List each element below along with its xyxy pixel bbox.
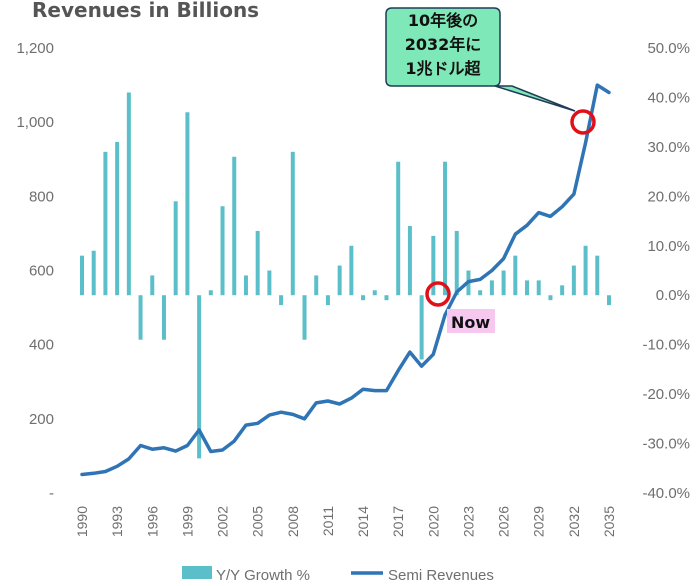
- growth-bar: [454, 230, 459, 296]
- growth-bar: [419, 295, 424, 360]
- growth-bar: [103, 151, 108, 296]
- y-right-tick-label: 50.0%: [647, 40, 690, 57]
- x-tick-label: 2035: [601, 506, 617, 537]
- y-right-tick-label: -10.0%: [642, 337, 690, 354]
- y-right-tick-label: -20.0%: [642, 386, 690, 403]
- growth-bar: [220, 206, 225, 296]
- legend-label-revenue: Semi Revenues: [388, 567, 494, 584]
- now-label-highlight: [447, 309, 495, 333]
- growth-bar: [501, 270, 506, 296]
- x-tick-label: 2020: [425, 506, 441, 537]
- growth-bar: [185, 112, 190, 296]
- growth-bar: [396, 161, 401, 296]
- growth-bar: [197, 295, 202, 459]
- growth-bar: [80, 255, 84, 296]
- growth-bar: [232, 156, 237, 296]
- x-tick-label: 2017: [390, 506, 406, 537]
- growth-bar: [571, 265, 576, 296]
- growth-bar: [243, 275, 248, 296]
- x-tick-label: 2011: [320, 506, 336, 536]
- growth-bar: [173, 201, 178, 296]
- growth-bar: [431, 235, 436, 296]
- growth-bar: [150, 275, 155, 296]
- x-tick-label: 2002: [215, 506, 231, 537]
- growth-bar: [115, 141, 120, 296]
- y-right-tick-label: 40.0%: [647, 89, 690, 106]
- growth-bar: [279, 295, 284, 306]
- growth-bar: [161, 295, 166, 340]
- y-left-tick-label: 600: [29, 263, 54, 280]
- growth-bar: [255, 230, 260, 296]
- callout-line-1: 10年後の: [408, 11, 478, 30]
- y-left-tick-label: 800: [29, 188, 54, 205]
- now-marker: [425, 281, 451, 307]
- y-axis-left: - 200 400 600 800 1,000 1,200: [16, 40, 54, 502]
- growth-bar: [384, 295, 389, 301]
- growth-bar: [126, 92, 131, 296]
- growth-bar: [349, 245, 354, 296]
- growth-bars: [80, 92, 611, 459]
- x-tick-label: 2026: [496, 506, 512, 537]
- semi-revenue-line: [80, 83, 611, 477]
- growth-bar: [489, 280, 494, 296]
- y-right-tick-label: 10.0%: [647, 238, 690, 255]
- growth-bar: [513, 255, 518, 296]
- x-tick-label: 2029: [531, 506, 547, 537]
- growth-bar: [536, 280, 541, 296]
- growth-bar: [314, 275, 319, 296]
- growth-bar: [583, 245, 588, 296]
- x-tick-label: 2008: [285, 506, 301, 537]
- growth-bar: [267, 270, 272, 296]
- growth-bar: [208, 290, 213, 296]
- x-tick-label: 1993: [109, 506, 125, 537]
- y-right-tick-label: -30.0%: [642, 436, 690, 453]
- growth-bar: [407, 226, 412, 296]
- y-right-tick-label: 20.0%: [647, 188, 690, 205]
- growth-bar: [325, 295, 330, 306]
- x-tick-label: 2032: [566, 506, 582, 537]
- y-left-tick-label: 200: [29, 411, 54, 428]
- x-tick-label: 1999: [179, 506, 195, 537]
- growth-bar: [361, 295, 366, 301]
- growth-bar: [372, 290, 377, 296]
- growth-bar: [560, 285, 565, 296]
- y-right-tick-label: 0.0%: [656, 287, 690, 304]
- legend-swatch-growth: [182, 566, 212, 579]
- x-tick-label: 2023: [460, 506, 476, 537]
- growth-bar: [595, 255, 600, 296]
- callout-annotation: 10年後の 2032年に 1兆ドル超: [385, 7, 576, 112]
- y-axis-right: -40.0% -30.0% -20.0% -10.0% 0.0% 10.0% 20.0% 30…: [642, 40, 690, 502]
- growth-bar: [302, 295, 307, 340]
- growth-bar: [478, 290, 483, 296]
- x-tick-label: 1996: [144, 506, 160, 537]
- legend-label-growth: Y/Y Growth %: [216, 567, 310, 584]
- y-left-tick-label: 1,000: [16, 114, 54, 131]
- legend: Y/Y Growth % Semi Revenues: [182, 566, 494, 584]
- x-tick-label: 1990: [74, 506, 90, 537]
- y-right-tick-label: 30.0%: [647, 139, 690, 156]
- growth-bar: [607, 295, 611, 306]
- x-tick-label: 2014: [355, 506, 371, 537]
- now-label: Now: [451, 313, 490, 332]
- callout-line-2: 2032年に: [405, 35, 482, 54]
- chart-title: Revenues in Billions: [32, 0, 259, 22]
- growth-bar: [443, 161, 448, 296]
- y-left-tick-label: 1,200: [16, 40, 54, 57]
- growth-bar: [548, 295, 553, 301]
- y-left-tick-label: -: [49, 485, 54, 502]
- growth-bar: [525, 280, 530, 296]
- growth-bar: [138, 295, 143, 340]
- growth-bar: [337, 265, 342, 296]
- callout-line-3: 1兆ドル超: [405, 59, 481, 78]
- x-tick-label: 2005: [250, 506, 266, 537]
- callout-box: [385, 7, 576, 112]
- growth-bar: [91, 250, 96, 296]
- y-left-tick-label: 400: [29, 337, 54, 354]
- y-right-tick-label: -40.0%: [642, 485, 690, 502]
- growth-bar: [290, 151, 295, 296]
- x-axis: 1990 1993 1996 1999 2002 2005 2008 2011 2014 2017…: [74, 506, 617, 537]
- target-marker: [570, 109, 596, 135]
